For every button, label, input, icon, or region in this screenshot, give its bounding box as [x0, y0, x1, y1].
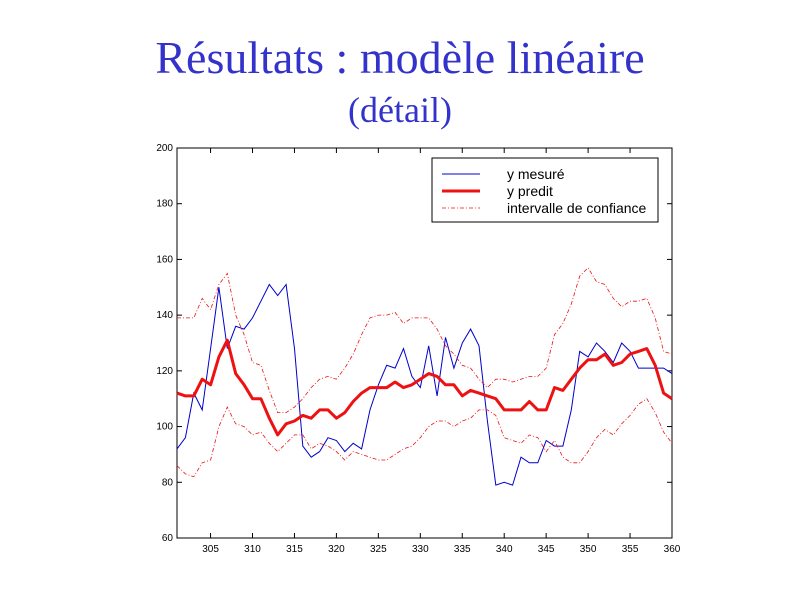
- confidence-upper-line: [177, 267, 673, 414]
- predicted-series-line: [176, 338, 673, 437]
- x-tick-label: 320: [328, 544, 345, 555]
- slide-title: Résultats : modèle linéaire: [155, 32, 645, 83]
- x-tick-label: 325: [370, 544, 387, 555]
- y-tick-label: 80: [162, 477, 174, 488]
- x-tick-label: 350: [580, 544, 597, 555]
- x-tick-label: 305: [202, 544, 219, 555]
- legend-label: y mesuré: [507, 166, 565, 182]
- x-tick-label: 355: [622, 544, 639, 555]
- y-tick-label: 160: [156, 254, 173, 265]
- x-tick-label: 335: [454, 544, 471, 555]
- y-tick-label: 100: [156, 422, 173, 433]
- x-tick-label: 360: [664, 544, 681, 555]
- x-tick-label: 315: [286, 544, 303, 555]
- x-tick-label: 330: [412, 544, 429, 555]
- legend-label: intervalle de confiance: [507, 200, 647, 216]
- y-tick-label: 120: [156, 366, 173, 377]
- x-tick-label: 310: [244, 544, 261, 555]
- plot-frame: [176, 147, 673, 539]
- x-tick-label: 340: [496, 544, 513, 555]
- y-tick-label: 60: [162, 533, 174, 544]
- x-tick-label: 345: [538, 544, 555, 555]
- y-tick-label: 180: [156, 199, 173, 210]
- measured-series-line: [176, 283, 673, 486]
- y-tick-label: 140: [156, 310, 173, 321]
- confidence-lower-line: [176, 398, 673, 478]
- legend-label: y predit: [507, 183, 553, 199]
- y-tick-label: 200: [156, 143, 173, 154]
- slide-subtitle: (détail): [348, 90, 452, 130]
